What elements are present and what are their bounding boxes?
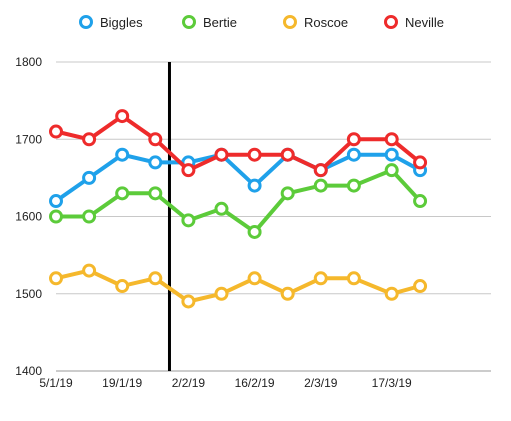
data-point-biggles bbox=[346, 147, 361, 162]
data-point-bertie bbox=[82, 209, 97, 224]
y-axis-tick-labels: 1400 1500 1600 1700 1800 bbox=[15, 55, 42, 378]
data-point-roscoe bbox=[82, 263, 97, 278]
legend-marker-bertie bbox=[182, 15, 196, 29]
data-point-bertie bbox=[247, 224, 262, 239]
data-point-roscoe bbox=[413, 279, 428, 294]
x-tick-label: 2/2/19 bbox=[172, 376, 206, 390]
data-point-neville bbox=[181, 163, 196, 178]
y-tick-label-1500: 1500 bbox=[15, 287, 42, 301]
data-point-roscoe bbox=[49, 271, 63, 286]
data-point-roscoe bbox=[181, 294, 196, 309]
data-point-bertie bbox=[384, 163, 399, 178]
x-tick-label: 19/1/19 bbox=[102, 376, 142, 390]
series-bertie bbox=[49, 163, 428, 239]
data-point-bertie bbox=[313, 178, 328, 193]
legend-marker-biggles bbox=[79, 15, 93, 29]
gridlines bbox=[56, 61, 491, 372]
series-lines bbox=[49, 109, 428, 309]
data-point-biggles bbox=[384, 147, 399, 162]
data-point-neville bbox=[313, 163, 328, 178]
data-point-biggles bbox=[148, 155, 163, 170]
legend-item-biggles: Biggles bbox=[79, 15, 143, 30]
series-line-biggles bbox=[54, 152, 423, 203]
data-point-roscoe bbox=[247, 271, 262, 286]
x-tick-label: 16/2/19 bbox=[235, 376, 275, 390]
data-point-neville bbox=[247, 147, 262, 162]
x-tick-label: 2/3/19 bbox=[304, 376, 338, 390]
data-point-neville bbox=[346, 132, 361, 147]
y-tick-label-1800: 1800 bbox=[15, 55, 42, 69]
legend-label-roscoe: Roscoe bbox=[304, 15, 348, 30]
legend-label-bertie: Bertie bbox=[203, 15, 237, 30]
x-tick-label: 5/1/19 bbox=[39, 376, 73, 390]
data-point-roscoe bbox=[214, 286, 229, 301]
legend: Biggles Bertie Roscoe Neville bbox=[79, 15, 444, 30]
data-point-biggles bbox=[49, 194, 63, 209]
data-point-neville bbox=[413, 155, 428, 170]
y-tick-label-1400: 1400 bbox=[15, 364, 42, 378]
data-point-bertie bbox=[181, 213, 196, 228]
series-line-bertie bbox=[54, 168, 423, 234]
data-point-neville bbox=[280, 147, 295, 162]
legend-marker-roscoe bbox=[283, 15, 297, 29]
data-point-biggles bbox=[247, 178, 262, 193]
data-point-biggles bbox=[115, 147, 130, 162]
series-roscoe bbox=[49, 263, 428, 309]
series-line-roscoe bbox=[54, 268, 423, 304]
data-point-roscoe bbox=[384, 286, 399, 301]
legend-item-roscoe: Roscoe bbox=[283, 15, 348, 30]
data-point-neville bbox=[49, 124, 63, 139]
data-point-neville bbox=[214, 147, 229, 162]
data-point-roscoe bbox=[115, 279, 130, 294]
data-point-bertie bbox=[148, 186, 163, 201]
data-point-bertie bbox=[115, 186, 130, 201]
data-point-bertie bbox=[346, 178, 361, 193]
data-point-roscoe bbox=[346, 271, 361, 286]
data-point-biggles bbox=[82, 170, 97, 185]
data-point-roscoe bbox=[148, 271, 163, 286]
data-point-neville bbox=[148, 132, 163, 147]
series-neville bbox=[49, 109, 428, 178]
y-tick-label-1600: 1600 bbox=[15, 210, 42, 224]
y-tick-label-1700: 1700 bbox=[15, 132, 42, 146]
legend-label-biggles: Biggles bbox=[100, 15, 143, 30]
data-point-neville bbox=[82, 132, 97, 147]
data-point-bertie bbox=[280, 186, 295, 201]
legend-item-bertie: Bertie bbox=[182, 15, 237, 30]
legend-label-neville: Neville bbox=[405, 15, 444, 30]
legend-marker-neville bbox=[384, 15, 398, 29]
x-axis-tick-labels: 5/1/19 19/1/19 2/2/19 16/2/19 2/3/19 17/3/19 bbox=[39, 376, 412, 390]
data-point-bertie bbox=[214, 201, 229, 216]
legend-item-neville: Neville bbox=[384, 15, 444, 30]
data-point-roscoe bbox=[280, 286, 295, 301]
x-tick-label: 17/3/19 bbox=[372, 376, 412, 390]
data-point-bertie bbox=[413, 194, 428, 209]
data-point-bertie bbox=[49, 209, 63, 224]
data-point-roscoe bbox=[313, 271, 328, 286]
data-point-neville bbox=[384, 132, 399, 147]
data-point-neville bbox=[115, 109, 130, 124]
